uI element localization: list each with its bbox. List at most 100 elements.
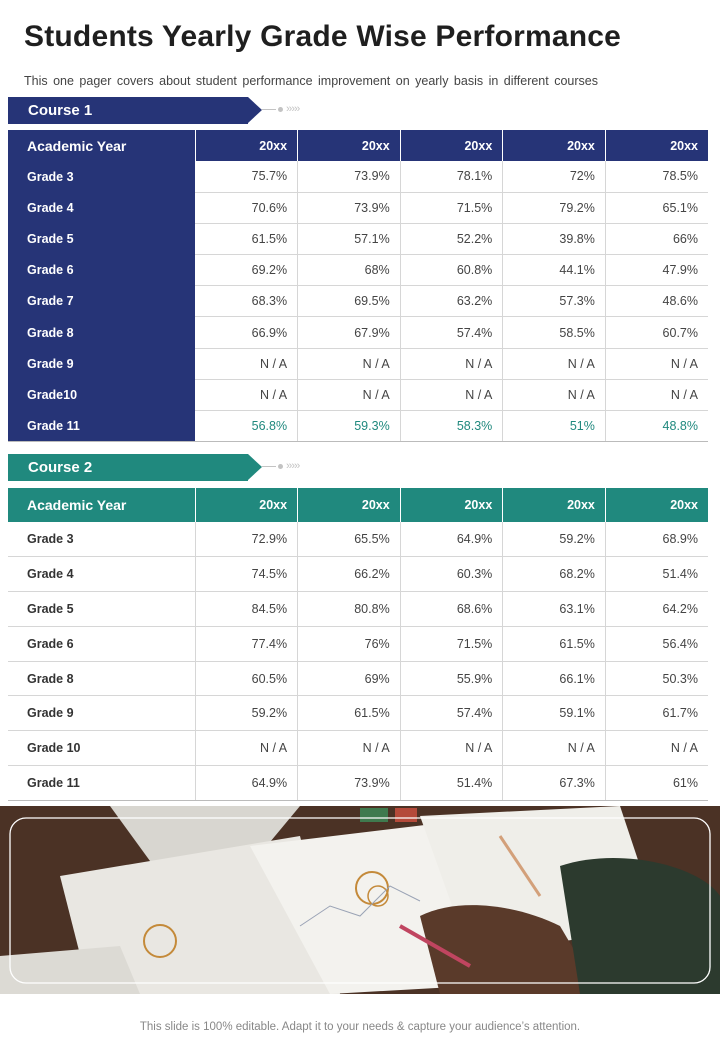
score-cell: 72%: [502, 161, 606, 193]
score-cell: 57.1%: [297, 223, 401, 256]
grade-row: Grade 3 72.9% 65.5% 64.9% 59.2% 68.9%: [8, 522, 708, 558]
score-cell: 65.1%: [605, 192, 708, 224]
score-cell: 73.9%: [297, 192, 401, 224]
grade-label: Grade 11: [8, 410, 195, 443]
papers-on-desk-image: [0, 806, 720, 994]
score-cell: 59.1%: [502, 695, 606, 732]
score-cell: 55.9%: [400, 661, 504, 697]
score-cell: 59.3%: [297, 410, 401, 443]
score-cell: N / A: [605, 379, 708, 412]
score-cell: 48.8%: [605, 410, 708, 443]
score-cell: 66.9%: [195, 316, 299, 349]
score-cell: 68.9%: [605, 522, 708, 558]
score-cell: 47.9%: [605, 254, 708, 287]
score-cell: 72.9%: [195, 522, 299, 558]
score-cell: 57.4%: [400, 695, 504, 732]
year-header: 20xx: [195, 130, 299, 161]
score-cell: 51.4%: [605, 556, 708, 593]
score-cell: N / A: [297, 379, 401, 412]
grade-label: Grade10: [8, 379, 195, 411]
grade-row: Grade 11 56.8% 59.3% 58.3% 51% 48.8%: [8, 410, 708, 443]
score-cell: 73.9%: [297, 765, 401, 801]
academic-year-header: Academic Year: [8, 130, 196, 161]
score-cell: N / A: [502, 348, 606, 380]
academic-year-header: Academic Year: [8, 488, 196, 522]
score-cell: 57.4%: [400, 316, 504, 349]
grade-row: Grade 6 69.2% 68% 60.8% 44.1% 47.9%: [8, 254, 708, 287]
score-cell: 68%: [297, 254, 401, 287]
grade-row: Grade 3 75.7% 73.9% 78.1% 72% 78.5%: [8, 161, 708, 193]
course-1-header-row: Academic Year 20xx 20xx 20xx 20xx 20xx: [8, 130, 708, 161]
score-cell: N / A: [297, 730, 401, 767]
score-cell: 64.9%: [195, 765, 299, 801]
score-cell: 52.2%: [400, 223, 504, 256]
course-1-arrow-icon: [248, 97, 262, 123]
score-cell: 63.2%: [400, 285, 504, 318]
score-cell: 73.9%: [297, 161, 401, 193]
score-cell: 69.5%: [297, 285, 401, 318]
course-1-tab-label: Course 1: [28, 102, 93, 119]
score-cell: 71.5%: [400, 192, 504, 224]
year-header: 20xx: [297, 130, 401, 161]
grade-label: Grade 6: [8, 254, 195, 286]
score-cell: 76%: [297, 626, 401, 662]
score-cell: N / A: [297, 348, 401, 380]
score-cell: 66.1%: [502, 661, 606, 697]
score-cell: 69.2%: [195, 254, 299, 287]
score-cell: 60.5%: [195, 661, 299, 697]
course-2-table: Academic Year 20xx 20xx 20xx 20xx 20xx G…: [8, 488, 708, 801]
score-cell: 68.3%: [195, 285, 299, 318]
score-cell: 61%: [605, 765, 708, 801]
score-cell: N / A: [195, 379, 299, 412]
score-cell: 56.8%: [195, 410, 299, 443]
grade-label: Grade 9: [8, 348, 195, 380]
score-cell: 66.2%: [297, 556, 401, 593]
score-cell: 78.1%: [400, 161, 504, 193]
year-header: 20xx: [297, 488, 401, 522]
year-header: 20xx: [502, 488, 606, 522]
score-cell: 51.4%: [400, 765, 504, 801]
grade-label: Grade 4: [8, 192, 195, 224]
page-title: Students Yearly Grade Wise Performance: [24, 20, 622, 53]
score-cell: N / A: [195, 348, 299, 380]
year-header: 20xx: [605, 130, 708, 161]
grade-row: Grade 11 64.9% 73.9% 51.4% 67.3% 61%: [8, 765, 708, 801]
score-cell: 65.5%: [297, 522, 401, 558]
grade-row: Grade 9 59.2% 61.5% 57.4% 59.1% 61.7%: [8, 695, 708, 732]
score-cell: 58.3%: [400, 410, 504, 443]
score-cell: 61.5%: [297, 695, 401, 732]
grade-label: Grade 3: [8, 161, 195, 193]
year-header: 20xx: [195, 488, 299, 522]
grade-label: Grade 5: [8, 591, 196, 627]
grade-label: Grade 7: [8, 285, 195, 317]
grade-row: Grade 6 77.4% 76% 71.5% 61.5% 56.4%: [8, 626, 708, 662]
score-cell: N / A: [400, 730, 504, 767]
score-cell: 59.2%: [502, 522, 606, 558]
score-cell: 84.5%: [195, 591, 299, 627]
score-cell: 74.5%: [195, 556, 299, 593]
score-cell: N / A: [502, 379, 606, 412]
score-cell: 61.5%: [195, 223, 299, 256]
score-cell: N / A: [605, 348, 708, 380]
grade-row: Grade 5 61.5% 57.1% 52.2% 39.8% 66%: [8, 223, 708, 256]
score-cell: 63.1%: [502, 591, 606, 627]
year-header: 20xx: [400, 130, 504, 161]
score-cell: 64.9%: [400, 522, 504, 558]
score-cell: 79.2%: [502, 192, 606, 224]
grade-label: Grade 6: [8, 626, 196, 662]
course-1-chevrons-icon: ›››››: [262, 103, 300, 115]
score-cell: 77.4%: [195, 626, 299, 662]
score-cell: 51%: [502, 410, 606, 443]
grade-label: Grade 8: [8, 661, 196, 697]
score-cell: 60.7%: [605, 316, 708, 349]
grade-label: Grade 10: [8, 730, 196, 767]
grade-row: Grade 8 66.9% 67.9% 57.4% 58.5% 60.7%: [8, 316, 708, 349]
grade-label: Grade 9: [8, 695, 196, 732]
score-cell: 60.8%: [400, 254, 504, 287]
score-cell: 78.5%: [605, 161, 708, 193]
year-header: 20xx: [400, 488, 504, 522]
course-2-chevrons-icon: ›››››: [262, 460, 300, 472]
score-cell: N / A: [400, 348, 504, 380]
course-1-tab: Course 1: [8, 97, 262, 124]
